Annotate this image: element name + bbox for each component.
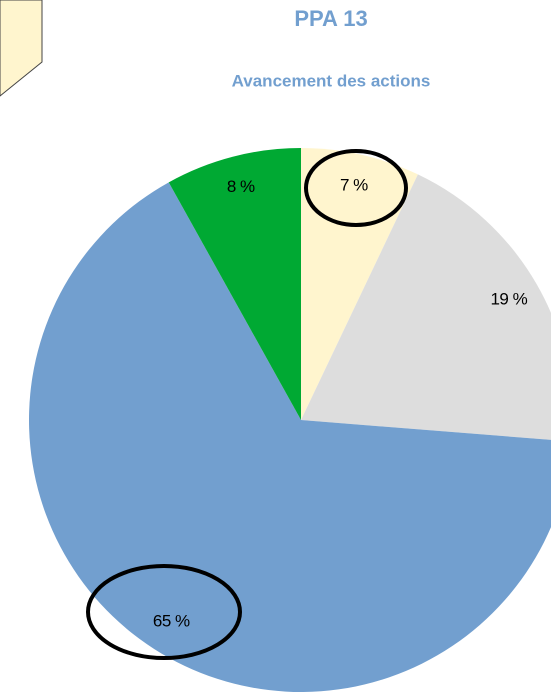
chart-title: PPA 13 [294, 6, 367, 31]
value-label: 8 % [227, 177, 255, 196]
fragment-shape [0, 0, 43, 97]
labels: 7 % 19 % 65 % 8 % [153, 175, 528, 630]
pie [29, 148, 551, 692]
pie-slice [168, 148, 301, 420]
value-label: 65 % [153, 611, 190, 630]
annotation-circle [304, 149, 408, 227]
value-label: 19 % [490, 289, 527, 308]
pie-slice [301, 174, 551, 440]
value-label: 7 % [340, 175, 368, 194]
chart-subtitle: Avancement des actions [232, 71, 431, 90]
annotation-circle [86, 564, 242, 660]
